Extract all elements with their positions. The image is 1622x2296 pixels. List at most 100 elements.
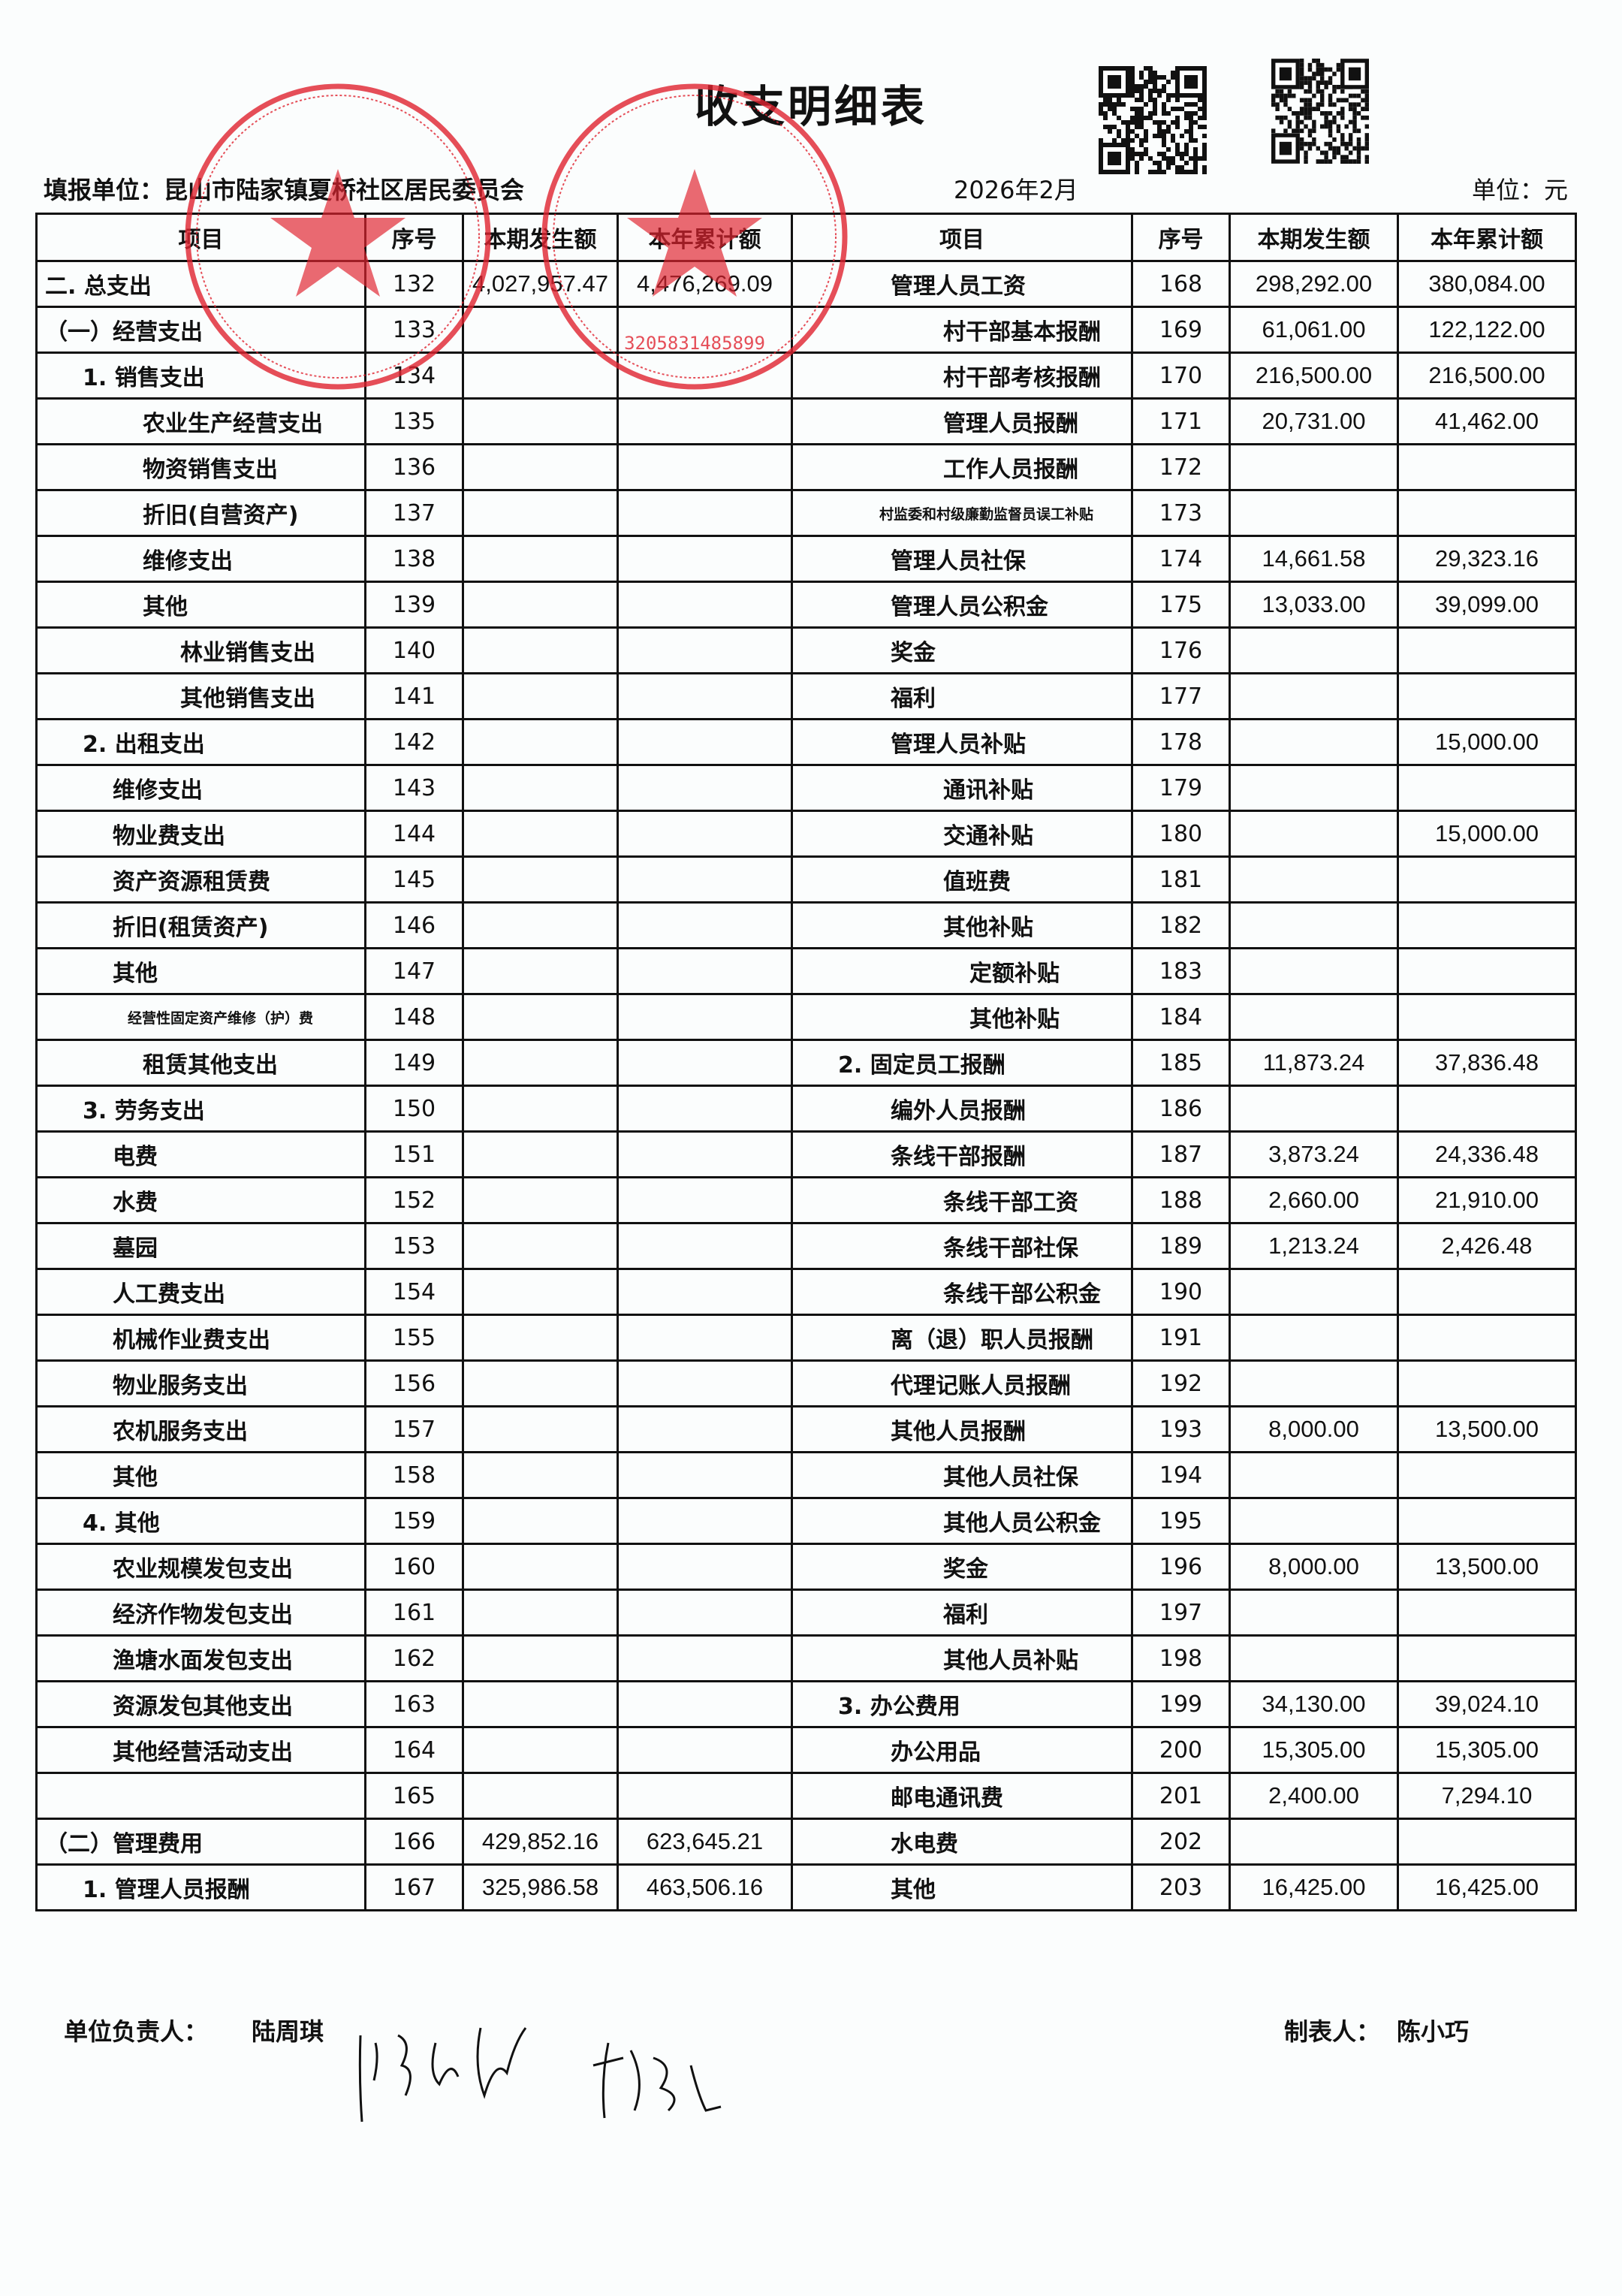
current-amount bbox=[1229, 718, 1399, 766]
item-label: 1. 管理人员报酬 bbox=[35, 1863, 366, 1911]
table-row: 其他 147 定额补贴 183 bbox=[35, 947, 1577, 995]
table-row: 农机服务支出 157 其他人员报酬 193 8,000.00 13,500.00 bbox=[35, 1405, 1577, 1453]
item-label: 其他经营活动支出 bbox=[35, 1726, 366, 1774]
item-label: 其他 bbox=[791, 1863, 1133, 1911]
current-amount bbox=[1229, 1268, 1399, 1316]
seq-number: 175 bbox=[1131, 581, 1231, 629]
current-amount: 325,986.58 bbox=[462, 1863, 619, 1911]
table-row: 电费 151 条线干部报酬 187 3,873.24 24,336.48 bbox=[35, 1130, 1577, 1178]
signature-image bbox=[358, 2027, 722, 2123]
seq-number: 189 bbox=[1131, 1222, 1231, 1270]
ytd-amount bbox=[617, 1222, 793, 1270]
item-label: 其他补贴 bbox=[791, 901, 1133, 949]
table-row: 经营性固定资产维修（护）费 148 其他补贴 184 bbox=[35, 993, 1577, 1041]
seq-number: 147 bbox=[364, 947, 464, 995]
current-amount bbox=[1229, 626, 1399, 674]
current-amount bbox=[1229, 489, 1399, 537]
ytd-amount bbox=[617, 581, 793, 629]
current-amount bbox=[1229, 1085, 1399, 1133]
seq-number: 143 bbox=[364, 764, 464, 812]
seq-number: 154 bbox=[364, 1268, 464, 1316]
ytd-amount bbox=[1397, 901, 1577, 949]
current-amount bbox=[462, 626, 619, 674]
seq-number: 170 bbox=[1131, 351, 1231, 400]
ytd-amount bbox=[617, 351, 793, 400]
item-label: 奖金 bbox=[791, 1543, 1133, 1591]
current-amount bbox=[462, 397, 619, 445]
seq-number: 160 bbox=[364, 1543, 464, 1591]
header-seq: 序号 bbox=[364, 213, 464, 262]
item-label: 物业费支出 bbox=[35, 810, 366, 858]
item-label: 机械作业费支出 bbox=[35, 1314, 366, 1362]
seq-number: 181 bbox=[1131, 855, 1231, 904]
header-seq: 序号 bbox=[1131, 213, 1231, 262]
seq-number: 188 bbox=[1131, 1176, 1231, 1224]
ytd-amount bbox=[617, 397, 793, 445]
ytd-amount bbox=[1397, 626, 1577, 674]
responsible-name: 陆周琪 bbox=[252, 2017, 324, 2046]
seq-number: 190 bbox=[1131, 1268, 1231, 1316]
ytd-amount: 29,323.16 bbox=[1397, 535, 1577, 583]
item-label: 维修支出 bbox=[35, 535, 366, 583]
table-row: 物业费支出 144 交通补贴 180 15,000.00 bbox=[35, 810, 1577, 858]
item-label: 2. 固定员工报酬 bbox=[791, 1039, 1133, 1087]
seq-number: 159 bbox=[364, 1497, 464, 1545]
seq-number: 164 bbox=[364, 1726, 464, 1774]
table-row: 物业服务支出 156 代理记账人员报酬 192 bbox=[35, 1359, 1577, 1407]
header-ytd: 本年累计额 bbox=[1397, 213, 1577, 262]
document-title: 收支明细表 bbox=[694, 81, 927, 132]
ytd-amount bbox=[1397, 1497, 1577, 1545]
item-label: 条线干部工资 bbox=[791, 1176, 1133, 1224]
ytd-amount bbox=[617, 1130, 793, 1178]
ytd-amount bbox=[1397, 672, 1577, 720]
current-amount: 14,661.58 bbox=[1229, 535, 1399, 583]
current-amount bbox=[462, 1497, 619, 1545]
seq-number: 157 bbox=[364, 1405, 464, 1453]
seq-number: 200 bbox=[1131, 1726, 1231, 1774]
currency-unit: 单位：元 bbox=[1472, 176, 1569, 204]
table-row: 其他经营活动支出 164 办公用品 200 15,305.00 15,305.00 bbox=[35, 1726, 1577, 1774]
item-label: （一）经营支出 bbox=[35, 306, 366, 354]
seq-number: 196 bbox=[1131, 1543, 1231, 1591]
seq-number: 151 bbox=[364, 1130, 464, 1178]
current-amount bbox=[462, 672, 619, 720]
item-label: 水费 bbox=[35, 1176, 366, 1224]
ytd-amount: 4,476,269.09 bbox=[617, 260, 793, 308]
current-amount bbox=[1229, 1497, 1399, 1545]
table-row: 租赁其他支出 149 2. 固定员工报酬 185 11,873.24 37,836.48 bbox=[35, 1039, 1577, 1087]
ytd-amount: 15,000.00 bbox=[1397, 810, 1577, 858]
seq-number: 203 bbox=[1131, 1863, 1231, 1911]
current-amount bbox=[462, 810, 619, 858]
table-row: 维修支出 143 通讯补贴 179 bbox=[35, 764, 1577, 812]
item-label bbox=[35, 1772, 366, 1820]
ytd-amount: 122,122.00 bbox=[1397, 306, 1577, 354]
seq-number: 138 bbox=[364, 535, 464, 583]
current-amount bbox=[462, 1039, 619, 1087]
current-amount: 429,852.16 bbox=[462, 1818, 619, 1866]
item-label: 资产资源租赁费 bbox=[35, 855, 366, 904]
ytd-amount bbox=[1397, 1818, 1577, 1866]
item-label: 定额补贴 bbox=[791, 947, 1133, 995]
seq-number: 156 bbox=[364, 1359, 464, 1407]
ytd-amount bbox=[617, 1176, 793, 1224]
current-amount bbox=[462, 855, 619, 904]
item-label: 农机服务支出 bbox=[35, 1405, 366, 1453]
seq-number: 180 bbox=[1131, 810, 1231, 858]
ytd-amount: 380,084.00 bbox=[1397, 260, 1577, 308]
seq-number: 149 bbox=[364, 1039, 464, 1087]
current-amount bbox=[462, 1451, 619, 1499]
income-expense-table: 项目 序号 本期发生额 本年累计额 项目 序号 本期发生额 本年累计额 二. 总… bbox=[35, 213, 1577, 1911]
seq-number: 140 bbox=[364, 626, 464, 674]
item-label: 折旧(租赁资产) bbox=[35, 901, 366, 949]
ytd-amount bbox=[1397, 443, 1577, 491]
item-label: （二）管理费用 bbox=[35, 1818, 366, 1866]
seq-number: 139 bbox=[364, 581, 464, 629]
table-row: 其他销售支出 141 福利 177 bbox=[35, 672, 1577, 720]
table-row: 水费 152 条线干部工资 188 2,660.00 21,910.00 bbox=[35, 1176, 1577, 1224]
current-amount bbox=[462, 1359, 619, 1407]
current-amount bbox=[462, 1634, 619, 1682]
current-amount bbox=[462, 901, 619, 949]
item-label: 通讯补贴 bbox=[791, 764, 1133, 812]
ytd-amount: 37,836.48 bbox=[1397, 1039, 1577, 1087]
ytd-amount bbox=[617, 810, 793, 858]
